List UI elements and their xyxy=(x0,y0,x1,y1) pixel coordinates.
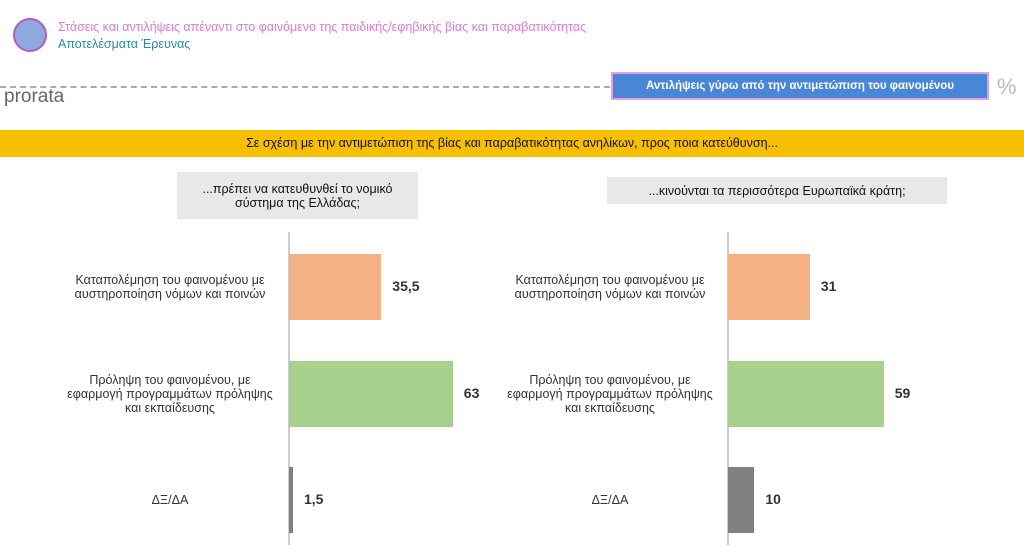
unit-label: % xyxy=(997,74,1017,99)
data-label: 10 xyxy=(765,491,781,507)
bar xyxy=(289,467,293,533)
category-label: ΔΞ/ΔΑ xyxy=(151,493,189,507)
category-label: Καταπολέμηση του φαινομένου με αυστηροπο… xyxy=(514,273,706,301)
bar xyxy=(289,254,382,320)
chart-title-left: ...πρέπει να κατευθυνθεί το νομικό σύστη… xyxy=(177,172,418,219)
category-label: Καταπολέμηση του φαινομένου με αυστηροπο… xyxy=(74,273,266,301)
bar xyxy=(289,361,453,427)
bar xyxy=(728,467,755,533)
data-label: 35,5 xyxy=(392,278,420,294)
bar xyxy=(728,254,810,320)
chart-title-right: ...κινούνται τα περισσότερα Ευρωπαϊκά κρ… xyxy=(607,177,947,204)
category-label: Πρόληψη του φαινομένου, με εφαρμογή προγ… xyxy=(507,373,713,415)
page-subtitle: Αποτελέσματα Έρευνας xyxy=(58,37,191,51)
data-label: 59 xyxy=(894,385,911,401)
question-banner: Σε σχέση με την αντιμετώπιση της βίας κα… xyxy=(0,130,1024,157)
bar xyxy=(728,361,884,427)
data-label: 31 xyxy=(820,278,837,294)
data-label: 1,5 xyxy=(304,491,324,507)
logo: prorata xyxy=(4,86,65,107)
category-label: ΔΞ/ΔΑ xyxy=(591,493,629,507)
data-label: 63 xyxy=(463,385,480,401)
divider xyxy=(0,86,610,88)
section-label: Αντιλήψεις γύρω από την αντιμετώπιση του… xyxy=(611,72,989,100)
category-label: Πρόληψη του φαινομένου, με εφαρμογή προγ… xyxy=(67,373,273,415)
page-title: Στάσεις και αντιλήψεις απέναντι στο φαιν… xyxy=(58,20,587,34)
header-circle-icon xyxy=(13,18,47,52)
